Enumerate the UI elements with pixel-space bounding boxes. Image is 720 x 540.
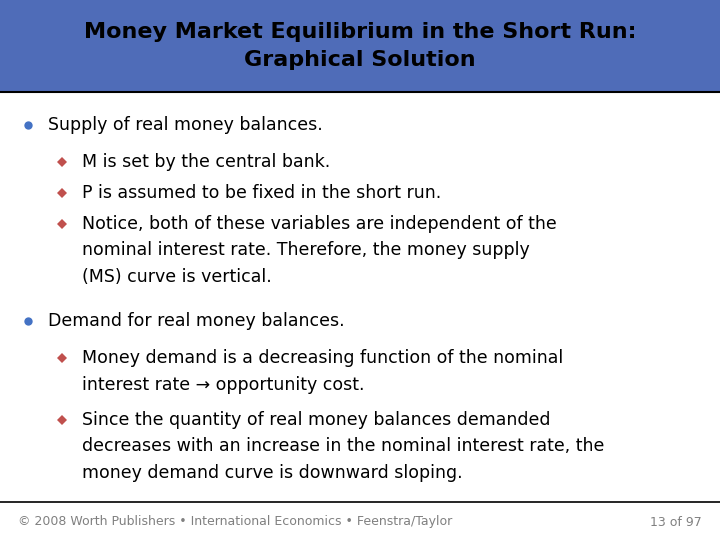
Text: M is set by the central bank.: M is set by the central bank. — [82, 153, 330, 171]
Text: 13 of 97: 13 of 97 — [650, 516, 702, 529]
Text: Supply of real money balances.: Supply of real money balances. — [48, 116, 323, 134]
Text: Notice, both of these variables are independent of the: Notice, both of these variables are inde… — [82, 215, 557, 233]
Text: (MS) curve is vertical.: (MS) curve is vertical. — [82, 268, 271, 286]
Text: P is assumed to be fixed in the short run.: P is assumed to be fixed in the short ru… — [82, 184, 441, 202]
Text: money demand curve is downward sloping.: money demand curve is downward sloping. — [82, 464, 463, 482]
Text: © 2008 Worth Publishers • International Economics • Feenstra/Taylor: © 2008 Worth Publishers • International … — [18, 516, 452, 529]
Text: Money Market Equilibrium in the Short Run:: Money Market Equilibrium in the Short Ru… — [84, 22, 636, 42]
Text: interest rate → opportunity cost.: interest rate → opportunity cost. — [82, 376, 364, 394]
Text: Graphical Solution: Graphical Solution — [244, 50, 476, 70]
Bar — [0, 0, 720, 92]
Text: decreases with an increase in the nominal interest rate, the: decreases with an increase in the nomina… — [82, 437, 604, 455]
Text: nominal interest rate. Therefore, the money supply: nominal interest rate. Therefore, the mo… — [82, 241, 530, 259]
Text: Since the quantity of real money balances demanded: Since the quantity of real money balance… — [82, 411, 551, 429]
Text: Demand for real money balances.: Demand for real money balances. — [48, 312, 345, 330]
Text: Money demand is a decreasing function of the nominal: Money demand is a decreasing function of… — [82, 349, 563, 367]
